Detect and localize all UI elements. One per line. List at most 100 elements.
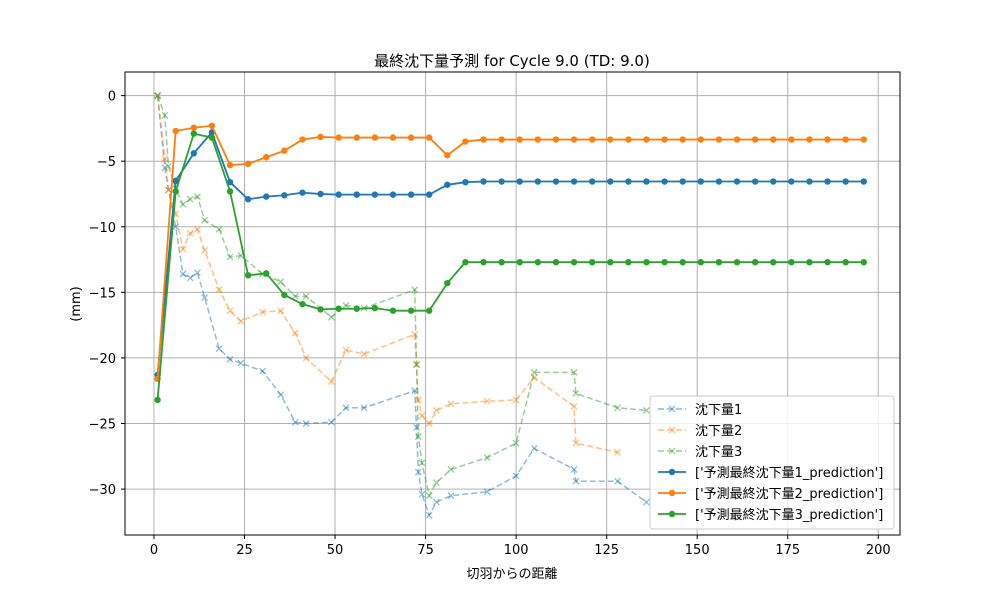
data-point xyxy=(512,472,520,480)
data-point xyxy=(291,329,299,337)
data-point xyxy=(407,191,415,198)
data-point xyxy=(154,396,161,404)
data-point xyxy=(534,258,542,266)
data-point xyxy=(570,403,578,410)
data-point xyxy=(226,161,234,169)
y-tick-label: −25 xyxy=(89,418,116,433)
data-point xyxy=(201,246,209,254)
data-point xyxy=(154,92,162,100)
data-point xyxy=(263,193,270,200)
data-point xyxy=(552,178,560,185)
data-point xyxy=(172,188,179,195)
data-point xyxy=(299,189,306,196)
data-point xyxy=(607,178,614,185)
data-point xyxy=(643,258,650,266)
data-point xyxy=(208,134,216,141)
tick-layer: 0 25 50 75 100 125 150 175 200 0 −5 −10 −15 −20 −25 −30 xyxy=(89,90,891,558)
data-point xyxy=(572,439,580,447)
data-point xyxy=(661,178,668,185)
data-point xyxy=(353,191,360,198)
data-point xyxy=(715,178,723,185)
data-point xyxy=(407,134,415,141)
data-point xyxy=(186,274,194,282)
data-point xyxy=(342,346,350,354)
data-point xyxy=(498,136,505,143)
data-point xyxy=(806,178,813,185)
chart-title: 最終沈下量予測 for Cycle 9.0 (TD: 9.0) xyxy=(374,52,650,70)
data-point xyxy=(277,391,285,399)
data-point xyxy=(661,136,668,143)
data-point xyxy=(190,124,198,131)
data-point xyxy=(277,307,285,315)
data-point xyxy=(570,258,578,266)
data-point xyxy=(226,253,234,261)
data-point xyxy=(172,177,179,185)
data-point xyxy=(432,479,440,486)
data-point xyxy=(193,225,201,233)
data-point xyxy=(327,378,335,386)
data-point xyxy=(614,448,621,456)
data-point xyxy=(570,178,578,185)
data-point xyxy=(842,258,849,266)
data-point xyxy=(414,468,422,476)
legend: 沈下量1 沈下量2 沈下量3 ['予測最終沈下量1_prediction'] ['予測最… xyxy=(649,395,895,530)
data-point xyxy=(770,258,777,266)
data-point xyxy=(425,511,433,519)
data-point xyxy=(444,279,451,287)
data-point xyxy=(480,136,487,143)
data-point xyxy=(462,258,469,266)
data-point xyxy=(552,258,560,266)
data-point xyxy=(426,307,433,314)
data-point xyxy=(407,307,415,314)
data-point xyxy=(277,278,285,286)
data-point xyxy=(788,136,795,143)
data-point xyxy=(426,191,433,198)
data-point xyxy=(353,134,360,141)
series-1 xyxy=(154,92,650,519)
data-point xyxy=(607,136,614,143)
data-point xyxy=(679,136,686,143)
legend-label: 沈下量2 xyxy=(695,424,742,439)
data-point xyxy=(607,258,614,266)
data-point xyxy=(860,136,867,143)
data-point xyxy=(447,465,455,473)
data-point xyxy=(860,178,867,185)
x-tick-label: 0 xyxy=(150,543,158,558)
data-point xyxy=(226,188,234,195)
y-tick-label: 0 xyxy=(108,90,116,105)
data-point xyxy=(425,492,433,500)
data-point xyxy=(179,201,187,208)
data-point xyxy=(291,292,299,300)
data-point xyxy=(413,361,420,368)
data-point xyxy=(190,130,198,137)
data-point xyxy=(186,229,194,237)
data-point xyxy=(530,444,538,452)
legend-label: 沈下量1 xyxy=(695,403,742,418)
x-tick-label: 50 xyxy=(327,543,344,558)
data-point xyxy=(389,134,397,141)
legend-entry: ['予測最終沈下量1_prediction'] xyxy=(658,465,883,481)
legend-label: ['予測最終沈下量1_prediction'] xyxy=(695,465,883,481)
data-point xyxy=(281,192,288,199)
series-line xyxy=(156,130,864,376)
data-point xyxy=(201,294,209,302)
data-point xyxy=(432,406,440,414)
data-point xyxy=(244,160,252,168)
data-point xyxy=(788,178,795,185)
data-point xyxy=(444,152,451,159)
data-point xyxy=(462,178,469,186)
data-point xyxy=(614,477,621,485)
legend-entry: 沈下量2 xyxy=(658,424,742,439)
data-point xyxy=(161,155,169,163)
legend-box xyxy=(649,395,895,530)
data-point xyxy=(281,291,288,299)
y-tick-label: −20 xyxy=(89,352,116,367)
legend-marker xyxy=(668,405,676,413)
legend-label: 沈下量3 xyxy=(695,445,742,460)
data-point xyxy=(614,404,621,412)
data-point xyxy=(570,136,578,143)
data-point xyxy=(389,307,397,314)
data-point xyxy=(164,162,172,170)
data-point xyxy=(215,225,223,233)
